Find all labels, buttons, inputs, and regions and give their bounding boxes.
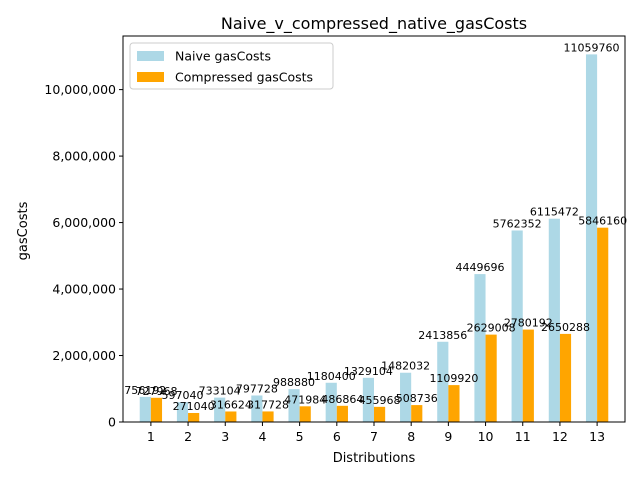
x-tick-label: 8	[407, 429, 415, 444]
bar-naive-9	[437, 341, 449, 422]
data-label: 5762352	[493, 217, 542, 230]
data-label: 1180400	[307, 370, 356, 383]
x-tick-label: 5	[296, 429, 304, 444]
bar-compressed-6	[336, 405, 348, 422]
x-tick-label: 12	[552, 429, 568, 444]
bar-naive-5	[288, 389, 300, 422]
bar-naive-8	[400, 372, 412, 422]
data-label: 1482032	[381, 360, 430, 373]
bar-compressed-12	[559, 333, 572, 422]
bar-compressed-2	[188, 412, 200, 422]
data-label: 1109920	[429, 372, 478, 385]
data-label: 455968	[359, 394, 401, 407]
legend-swatch	[137, 51, 164, 61]
x-tick-label: 10	[478, 429, 494, 444]
legend-box	[129, 42, 334, 90]
x-tick-label: 1	[147, 429, 155, 444]
bar-naive-3	[214, 397, 226, 422]
data-label: 316624	[210, 398, 252, 411]
legend-label: Compressed gasCosts	[175, 70, 313, 85]
chart-title: Naive_v_compressed_native_gasCosts	[221, 14, 527, 34]
data-label: 11059760	[564, 41, 620, 54]
x-axis-label: Distributions	[333, 451, 416, 466]
data-label: 271040	[173, 400, 215, 413]
data-label: 597040	[161, 389, 203, 402]
data-label: 4449696	[455, 261, 504, 274]
y-tick-label: 8,000,000	[52, 149, 116, 164]
x-tick-label: 3	[221, 429, 229, 444]
data-label: 486864	[321, 393, 363, 406]
data-label: 1329104	[344, 365, 393, 378]
bar-compressed-8	[411, 405, 423, 422]
bar-compressed-9	[448, 385, 460, 422]
bar-naive-7	[362, 377, 374, 422]
bar-naive-4	[251, 395, 263, 422]
data-label: 317728	[247, 398, 289, 411]
bar-compressed-10	[485, 334, 497, 422]
bar-naive-10	[474, 274, 486, 422]
legend-label: Naive gasCosts	[175, 49, 271, 64]
data-label: 508736	[396, 392, 438, 405]
bar-compressed-5	[299, 406, 311, 422]
data-label: 471984	[284, 393, 326, 406]
y-tick-label: 6,000,000	[52, 215, 116, 230]
bar-naive-2	[176, 402, 189, 422]
x-tick-label: 9	[444, 429, 452, 444]
bar-compressed-11	[522, 329, 534, 422]
x-tick-label: 4	[258, 429, 266, 444]
data-label: 5846160	[578, 215, 627, 228]
data-label: 727968	[135, 385, 177, 398]
bar-compressed-1	[150, 397, 163, 422]
plot-area: 7561925970407331047977289888801180400132…	[44, 35, 627, 444]
data-label: 2629008	[467, 322, 516, 335]
legend: Naive gasCosts Compressed gasCosts	[129, 42, 334, 90]
x-tick-label: 6	[333, 429, 341, 444]
bar-naive-13	[585, 54, 598, 422]
data-label: 756192	[124, 384, 166, 397]
bar-naive-1	[139, 396, 151, 422]
data-label: 797728	[236, 382, 278, 395]
data-label: 2780192	[504, 317, 553, 330]
y-tick-label: 10,000,000	[44, 82, 116, 97]
x-tick-label: 13	[589, 429, 605, 444]
x-tick-label: 7	[370, 429, 378, 444]
bar-compressed-13	[597, 227, 609, 422]
x-tick-label: 11	[515, 429, 531, 444]
y-tick-label: 4,000,000	[52, 282, 116, 297]
bar-naive-6	[325, 382, 337, 422]
bar-compressed-7	[374, 406, 386, 422]
data-label: 6115472	[530, 206, 579, 219]
data-label: 733104	[199, 385, 241, 398]
bar-compressed-3	[225, 411, 237, 422]
bar-compressed-4	[262, 411, 274, 422]
data-label: 2650288	[541, 321, 590, 334]
bar-naive-11	[511, 230, 523, 422]
y-axis-label: gasCosts	[16, 201, 31, 260]
x-tick-label: 2	[184, 429, 192, 444]
data-label: 988880	[273, 376, 315, 389]
y-tick-label: 2,000,000	[52, 348, 116, 363]
y-tick-label: 0	[108, 415, 116, 430]
legend-swatch	[137, 72, 164, 82]
data-label: 2413856	[418, 329, 467, 342]
bar-naive-12	[548, 218, 560, 422]
